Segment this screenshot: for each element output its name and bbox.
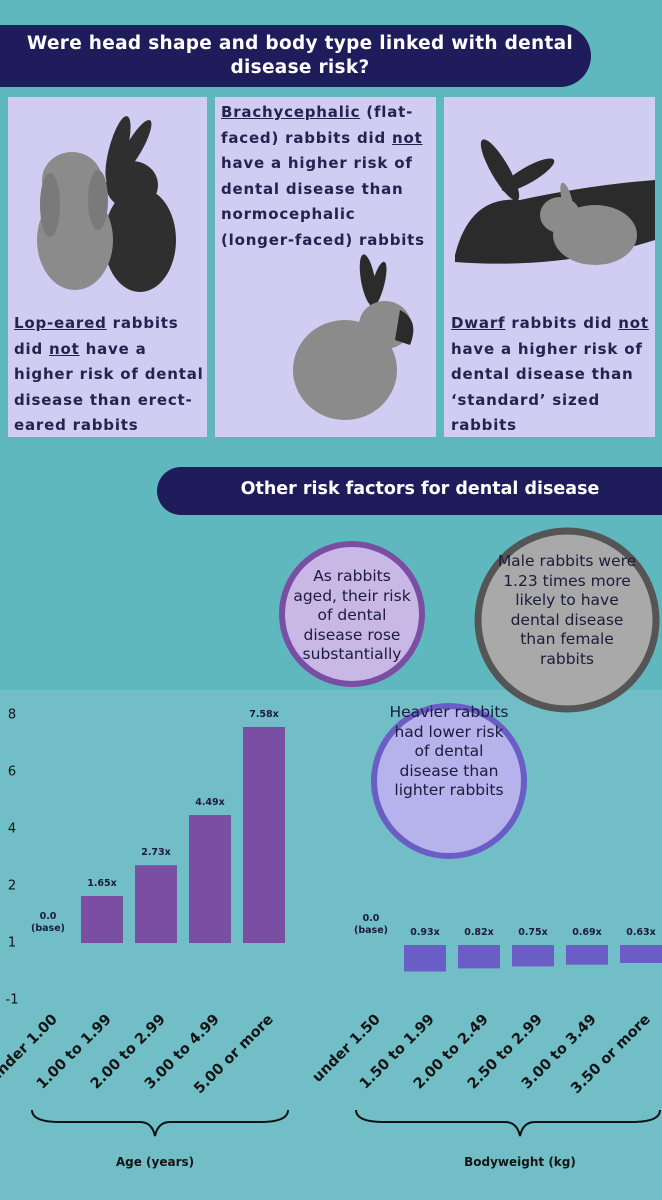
header-title: Were head shape and body type linked wit… xyxy=(26,33,574,78)
value-label: 2.73x xyxy=(141,847,171,859)
value-label: 4.49x xyxy=(195,797,225,809)
y-tick-label: 6 xyxy=(8,765,16,780)
y-tick-label: -1 xyxy=(6,993,19,1008)
x-axis-label: Bodyweight (kg) xyxy=(464,1155,576,1169)
rabbit-illustration xyxy=(37,116,176,292)
section-banner xyxy=(157,467,662,515)
panel-text: Brachycephalic (flat-faced) rabbits did … xyxy=(221,100,433,253)
header-banner xyxy=(0,25,591,87)
callout-text: As rabbits aged, their risk of dental di… xyxy=(293,567,411,663)
value-label: 7.58x xyxy=(249,708,279,720)
bar xyxy=(135,865,177,943)
bar xyxy=(620,945,662,963)
panel-text-segment: not xyxy=(49,339,80,358)
y-tick-label: 4 xyxy=(8,822,16,837)
callout-text: Heavier rabbits had lower risk of dental… xyxy=(389,703,509,799)
brace xyxy=(31,1109,289,1137)
panel-text-segment: rabbits did xyxy=(505,314,619,332)
section-title: Other risk factors for dental disease xyxy=(240,479,600,499)
value-label: 0.82x xyxy=(464,927,494,938)
bar xyxy=(189,815,231,943)
panel-text-segment: have a higher risk of dental disease tha… xyxy=(451,339,643,435)
panel-text: Dwarf rabbits did not have a higher risk… xyxy=(451,311,651,439)
value-label: 0.63x xyxy=(626,927,656,938)
brace xyxy=(355,1109,661,1137)
value-label: 0.93x xyxy=(410,927,440,938)
value-label: 1.65x xyxy=(87,877,117,889)
x-axis-label: Age (years) xyxy=(116,1155,194,1169)
panel-text-segment: Lop-eared xyxy=(14,314,107,332)
callout-circle xyxy=(371,703,527,859)
value-label: 0.0 (base) xyxy=(354,913,388,936)
panel-text-segment: rabbits did xyxy=(14,314,179,358)
rabbit-illustration xyxy=(293,254,414,420)
bar xyxy=(566,945,608,965)
callout-circle xyxy=(474,527,660,713)
panel-bg xyxy=(8,97,207,437)
rabbit-illustration xyxy=(455,139,655,265)
bar xyxy=(81,895,123,943)
bar xyxy=(404,945,446,972)
panel-text-segment: not xyxy=(392,128,423,147)
y-tick-label: 1 xyxy=(8,936,16,951)
bar xyxy=(458,945,500,969)
panel-text-segment: have a higher risk of dental disease tha… xyxy=(221,154,425,249)
panel-text-segment: have a higher risk of dental disease tha… xyxy=(14,339,204,435)
value-label: 0.69x xyxy=(572,927,602,938)
bar xyxy=(512,945,554,967)
y-tick-label: 2 xyxy=(8,879,16,894)
panel-text-segment: not xyxy=(618,314,649,332)
value-label: 0.75x xyxy=(518,927,548,938)
callout-text: Male rabbits were 1.23 times more likely… xyxy=(497,552,637,668)
bar xyxy=(243,726,285,943)
panel-text-segment: Brachycephalic xyxy=(221,103,361,121)
value-label: 0.0 (base) xyxy=(31,911,65,934)
panel-text-segment: (flat-faced) rabbits did xyxy=(221,103,414,147)
panel-bg xyxy=(444,97,655,437)
panel-text-segment: Dwarf xyxy=(451,314,506,332)
y-tick-label: 8 xyxy=(8,708,16,723)
callout-circle xyxy=(279,541,425,687)
chart-area xyxy=(0,690,662,1200)
panel-text: Lop-eared rabbits did not have a higher … xyxy=(14,311,206,439)
